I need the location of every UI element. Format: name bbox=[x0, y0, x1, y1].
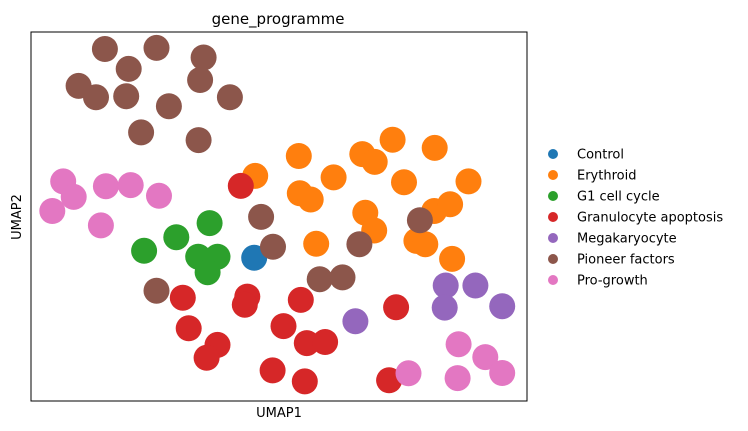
data-point bbox=[131, 237, 158, 264]
data-point bbox=[406, 207, 433, 234]
data-point bbox=[444, 365, 471, 392]
data-point bbox=[87, 212, 114, 239]
data-point bbox=[113, 83, 140, 110]
data-point bbox=[306, 266, 333, 293]
data-point bbox=[270, 313, 297, 340]
data-point bbox=[285, 143, 312, 169]
legend-marker bbox=[548, 275, 558, 285]
data-point bbox=[412, 231, 439, 258]
legend-label: Megakaryocyte bbox=[577, 232, 677, 247]
data-point bbox=[169, 284, 196, 311]
data-point bbox=[115, 55, 142, 82]
data-point bbox=[395, 360, 422, 387]
plot-points bbox=[39, 34, 516, 395]
data-point bbox=[455, 168, 482, 195]
data-point bbox=[431, 294, 458, 321]
data-point bbox=[227, 172, 254, 199]
data-point bbox=[143, 277, 170, 304]
data-point bbox=[196, 210, 223, 237]
legend-marker bbox=[548, 149, 558, 159]
data-point bbox=[432, 272, 459, 299]
legend-marker bbox=[548, 233, 558, 243]
data-point bbox=[91, 36, 118, 62]
data-point bbox=[361, 148, 388, 175]
data-point bbox=[163, 224, 190, 251]
legend-label: G1 cell cycle bbox=[577, 190, 660, 205]
data-point bbox=[421, 134, 448, 161]
legend-marker bbox=[548, 254, 558, 264]
y-axis-label: UMAP2 bbox=[10, 194, 25, 240]
data-point bbox=[462, 272, 489, 299]
data-point bbox=[437, 191, 464, 218]
data-point bbox=[241, 244, 268, 271]
data-point bbox=[194, 259, 221, 286]
data-point bbox=[297, 186, 324, 213]
legend-label: Erythroid bbox=[577, 169, 636, 184]
data-point bbox=[287, 286, 314, 313]
legend-label: Pioneer factors bbox=[577, 253, 675, 268]
data-point bbox=[231, 291, 258, 318]
data-point bbox=[143, 34, 170, 61]
legend-label: Pro-growth bbox=[577, 274, 648, 289]
data-point bbox=[303, 230, 330, 257]
data-point bbox=[329, 264, 356, 291]
data-point bbox=[320, 164, 347, 191]
chart-title: gene_programme bbox=[212, 10, 345, 29]
legend-label: Granulocyte apoptosis bbox=[577, 211, 723, 226]
legend-marker bbox=[548, 212, 558, 222]
legend-marker bbox=[548, 170, 558, 180]
data-point bbox=[312, 329, 339, 355]
data-point bbox=[117, 172, 144, 199]
data-point bbox=[83, 84, 109, 111]
data-point bbox=[175, 315, 202, 342]
data-point bbox=[489, 293, 516, 320]
data-point bbox=[185, 127, 212, 154]
data-point bbox=[445, 331, 472, 358]
x-axis-label: UMAP1 bbox=[256, 406, 302, 421]
data-point bbox=[291, 368, 318, 395]
data-point bbox=[187, 67, 214, 93]
data-point bbox=[342, 308, 369, 335]
data-point bbox=[155, 93, 182, 120]
data-point bbox=[260, 233, 286, 260]
data-point bbox=[379, 126, 406, 153]
data-point bbox=[190, 44, 217, 71]
legend-marker bbox=[548, 191, 558, 201]
data-point bbox=[489, 360, 516, 386]
legend: Control Erythroid G1 cell cycle Granulocyte… bbox=[548, 148, 723, 289]
data-point bbox=[216, 84, 243, 111]
data-point bbox=[60, 183, 87, 210]
data-point bbox=[346, 231, 373, 258]
data-point bbox=[128, 119, 155, 146]
plot-frame bbox=[30, 31, 528, 402]
data-point bbox=[92, 173, 119, 200]
data-point bbox=[193, 344, 220, 371]
data-point bbox=[391, 169, 417, 196]
data-point bbox=[248, 203, 275, 230]
data-point bbox=[472, 344, 499, 371]
data-point bbox=[383, 294, 410, 321]
data-point bbox=[39, 198, 66, 224]
data-point bbox=[259, 357, 286, 384]
data-point bbox=[439, 245, 466, 272]
data-point bbox=[146, 182, 172, 209]
legend-label: Control bbox=[577, 148, 624, 163]
